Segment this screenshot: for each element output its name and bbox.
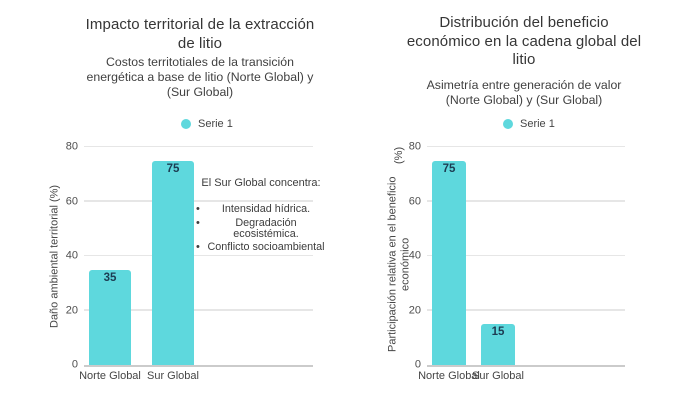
gridline: [427, 254, 625, 256]
annotation-box: El Sur Global concentra: • Intensidad híd…: [196, 177, 326, 253]
bullet-text: Degradación ecosistémica.: [233, 216, 299, 240]
bar-sur-global[interactable]: 75: [152, 160, 194, 365]
text-line: Asimetría entre generación de valor: [426, 78, 622, 92]
gridline: [84, 145, 313, 147]
bar-group: 15 Sur Global: [472, 147, 524, 382]
y-tick-label: 80: [65, 140, 78, 153]
bullet-text: Conflicto socioambiental: [207, 241, 325, 253]
y-tick-label: 40: [408, 249, 421, 262]
bar-norte-global[interactable]: 75: [432, 160, 466, 365]
chart-subtitle: Asimetría entre generación de valor (Nort…: [394, 78, 654, 108]
text-line: energética a base de litio (Norte Global…: [86, 70, 314, 84]
y-tick-label: 0: [71, 358, 78, 371]
bar-group: 75 Norte Global: [418, 147, 480, 382]
x-axis-label: Norte Global: [418, 370, 480, 382]
text-line: (Sur Global): [166, 85, 234, 99]
bullet-item: • Degradación ecosistémica.: [196, 216, 326, 240]
text-line: económico en la cadena global del: [406, 32, 642, 50]
chart-title: Impacto territorial de la extracción de l…: [70, 16, 330, 53]
chart-distribucion-beneficio: Distribución del beneficio económico en l…: [350, 0, 700, 400]
annotation-header: El Sur Global concentra:: [201, 177, 321, 189]
x-axis-label: Sur Global: [472, 370, 524, 382]
annotation-bullet-list: • Intensidad hídrica. • Degradación ecosist…: [196, 204, 326, 253]
legend-series-label: Serie 1: [520, 118, 555, 130]
chart-subtitle: Costos territotiales de la transición ene…: [70, 55, 330, 100]
legend[interactable]: Serie 1: [181, 118, 233, 130]
x-axis-label: Norte Global: [79, 370, 141, 382]
text-line: Distribución del beneficio: [439, 14, 609, 31]
text-line: (Norte Global) y (Sur Global): [445, 93, 603, 107]
legend-series-label: Serie 1: [198, 118, 233, 130]
bar-group: 75 Sur Global: [147, 147, 199, 382]
bar-value-label: 75: [166, 162, 180, 175]
bar-group: 35 Norte Global: [79, 147, 141, 382]
bar-value-label: 75: [442, 162, 456, 175]
text-line: litio: [512, 51, 536, 68]
gridline: [84, 309, 313, 311]
bullet-text: Intensidad hídrica.: [221, 203, 311, 215]
plot-area: 0 20 40 60 80 75 Norte Global 15 Sur Global: [409, 141, 625, 382]
chart-title: Distribución del beneficio económico en l…: [399, 14, 649, 70]
y-axis-ticks: 0 20 40 60 80: [379, 141, 421, 370]
text-line: Impacto territorial de la extracción: [85, 16, 315, 33]
text-line: Costos territotiales de la transición: [106, 55, 294, 69]
y-tick-label: 60: [65, 195, 78, 207]
y-tick-label: 20: [65, 304, 78, 316]
bar-value-label: 15: [491, 326, 505, 339]
y-tick-label: 80: [408, 140, 421, 153]
bar-norte-global[interactable]: 35: [89, 269, 131, 365]
y-tick-label: 40: [65, 249, 78, 262]
bar-sur-global[interactable]: 15: [481, 324, 515, 365]
y-tick-label: 60: [408, 195, 421, 207]
bars: 75 Norte Global 15 Sur Global: [418, 147, 625, 382]
chart-impacto-territorial: Impacto territorial de la extracción de l…: [49, 16, 330, 382]
bar-value-label: 35: [103, 271, 117, 284]
gridline: [427, 200, 625, 202]
bullet-dot-icon: •: [196, 203, 200, 215]
bullet-dot-icon: •: [196, 241, 200, 253]
gridline: [84, 200, 313, 202]
gridline: [427, 309, 625, 311]
gridline: [427, 145, 625, 147]
y-axis-ticks: 0 20 40 60 80: [36, 141, 78, 370]
legend-series-dot-icon: [181, 119, 191, 129]
bullet-item: • Conflicto socioambiental: [196, 242, 326, 253]
y-tick-label: 0: [414, 358, 421, 371]
bullet-dot-icon: •: [196, 216, 200, 229]
y-tick-label: 20: [408, 304, 421, 316]
legend[interactable]: Serie 1: [503, 118, 555, 130]
bullet-item: • Intensidad hídrica.: [196, 204, 326, 215]
gridline: [84, 254, 313, 256]
plot-area: 0 20 40 60 80 35 Norte Global 75 Sur Global El …: [66, 141, 325, 382]
legend-series-dot-icon: [503, 119, 513, 129]
x-axis-label: Sur Global: [147, 370, 199, 382]
bars: 35 Norte Global 75 Sur Global: [79, 147, 313, 382]
text-line: de litio: [177, 34, 223, 52]
